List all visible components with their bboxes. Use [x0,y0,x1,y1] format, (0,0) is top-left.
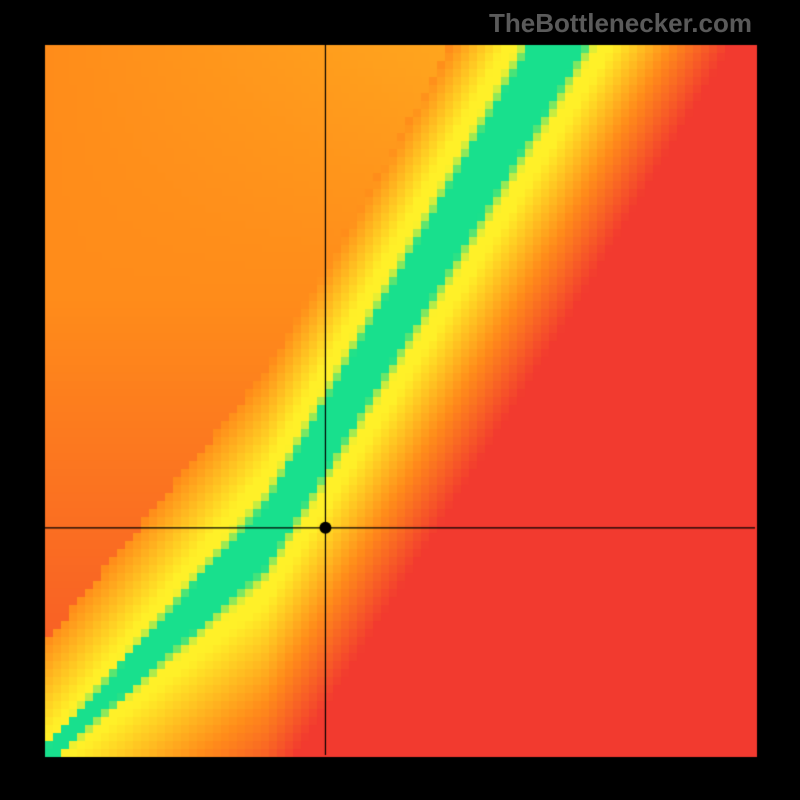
bottleneck-heatmap [0,0,800,800]
chart-container: TheBottlenecker.com [0,0,800,800]
watermark-text: TheBottlenecker.com [489,8,752,39]
